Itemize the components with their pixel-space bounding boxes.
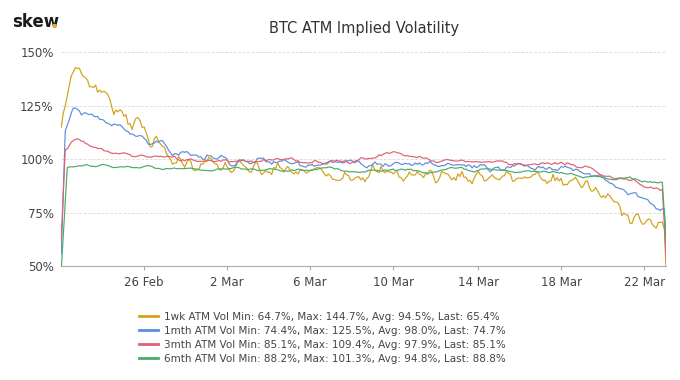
Text: .: . bbox=[51, 13, 58, 32]
Title: BTC ATM Implied Volatility: BTC ATM Implied Volatility bbox=[269, 21, 459, 36]
Text: skew: skew bbox=[12, 13, 59, 31]
Legend: 1wk ATM Vol Min: 64.7%, Max: 144.7%, Avg: 94.5%, Last: 65.4%, 1mth ATM Vol Min: : 1wk ATM Vol Min: 64.7%, Max: 144.7%, Avg… bbox=[139, 312, 506, 364]
